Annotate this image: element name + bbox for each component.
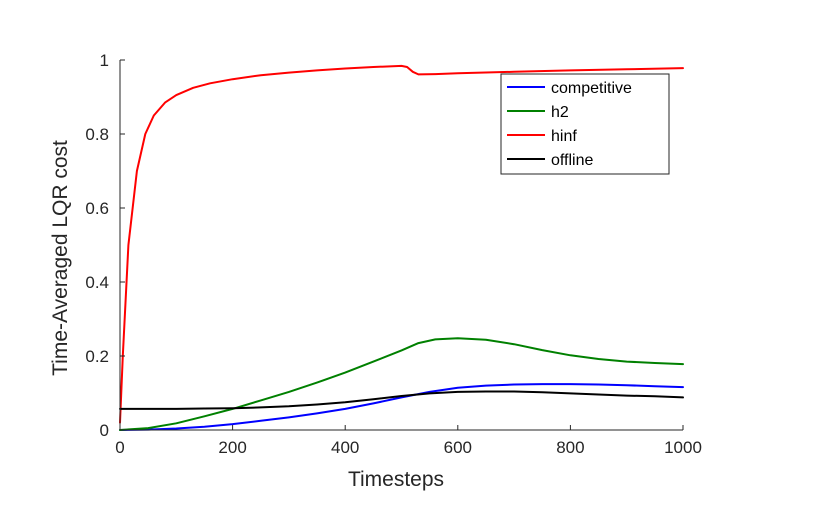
series-line-h2 xyxy=(119,337,684,431)
x-axis-label: Timesteps xyxy=(348,468,444,491)
x-tick-label: 600 xyxy=(444,438,472,457)
legend-label-offline: offline xyxy=(551,152,594,169)
y-tick-label: 0.2 xyxy=(85,347,109,366)
x-tick-label: 400 xyxy=(331,438,359,457)
y-axis-ticks: 0 0.2 0.4 0.6 0.8 1 xyxy=(85,51,125,440)
x-tick-label: 800 xyxy=(556,438,584,457)
y-tick-label: 0.8 xyxy=(85,125,109,144)
x-tick-label: 1000 xyxy=(664,438,702,457)
y-axis-label: Time-Averaged LQR cost xyxy=(49,140,72,376)
legend-label-competitive: competitive xyxy=(551,80,632,97)
legend-box xyxy=(500,73,670,175)
x-tick-label: 0 xyxy=(115,438,124,457)
y-tick-label: 0.6 xyxy=(85,199,109,218)
series-lines xyxy=(119,64,684,431)
legend: competitive h2 hinf offline xyxy=(500,73,670,175)
y-tick-label: 0.4 xyxy=(85,273,109,292)
legend-label-h2: h2 xyxy=(551,104,569,121)
legend-label-hinf: hinf xyxy=(551,128,577,145)
x-axis-ticks: 0 200 400 600 800 1000 xyxy=(115,425,702,457)
y-tick-label: 0 xyxy=(100,421,109,440)
series-line-offline xyxy=(119,390,684,410)
y-tick-label: 1 xyxy=(100,51,109,70)
x-tick-label: 200 xyxy=(218,438,246,457)
series-line-competitive xyxy=(119,383,684,431)
series-line-hinf xyxy=(119,64,684,424)
